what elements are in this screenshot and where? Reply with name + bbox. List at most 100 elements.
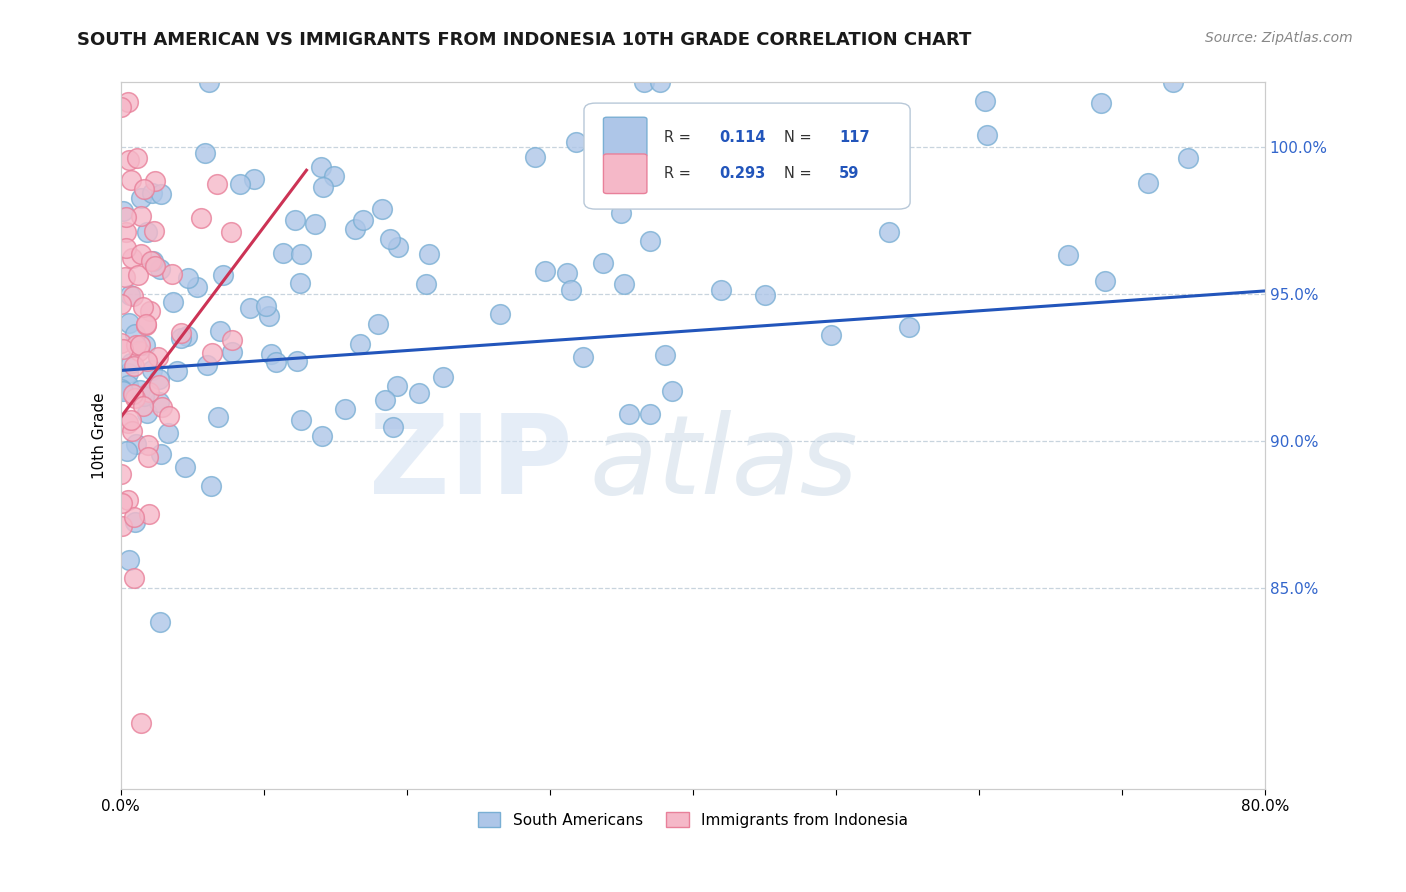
Point [110, 100, 132, 114]
Point [135, 406, 157, 420]
Point [633, 75, 655, 89]
Point [290, 413, 312, 427]
Point [142, 224, 165, 238]
Point [122, 509, 145, 524]
Point [162, 267, 184, 281]
Point [110, 335, 132, 350]
Point [157, 409, 180, 424]
Point [122, 359, 145, 373]
Point [489, 307, 512, 321]
Point [696, 174, 718, 188]
Point [125, 338, 148, 352]
Point [138, 385, 160, 400]
Point [524, 150, 547, 164]
Point [367, 317, 389, 331]
Point [117, 153, 139, 167]
Point [897, 320, 920, 334]
Point [343, 222, 366, 236]
Point [609, 205, 631, 219]
Point [170, 331, 193, 345]
Legend: South Americans, Immigrants from Indonesia: South Americans, Immigrants from Indones… [471, 805, 914, 834]
Point [170, 326, 193, 341]
Point [381, 419, 404, 434]
Point [564, 135, 586, 149]
Point [194, 145, 217, 160]
Point [710, 284, 733, 298]
Point [374, 392, 396, 407]
Point [432, 369, 454, 384]
Point [418, 247, 440, 261]
Point [129, 247, 152, 261]
Point [387, 240, 409, 254]
Point [120, 413, 142, 427]
FancyBboxPatch shape [583, 103, 910, 209]
Point [134, 338, 156, 352]
Point [371, 202, 394, 216]
Point [239, 301, 262, 316]
Point [124, 392, 146, 406]
Point [309, 160, 332, 174]
Text: ZIP: ZIP [370, 410, 572, 517]
Point [754, 288, 776, 302]
Point [162, 295, 184, 310]
Point [205, 177, 228, 191]
Point [221, 344, 243, 359]
Text: R =: R = [664, 129, 696, 145]
Point [229, 177, 252, 191]
Point [380, 232, 402, 246]
Point [533, 264, 555, 278]
Point [136, 225, 159, 239]
Point [111, 384, 134, 399]
Point [290, 246, 312, 260]
Point [118, 553, 141, 567]
Point [143, 174, 166, 188]
Point [737, 176, 759, 190]
Point [110, 296, 132, 310]
Point [141, 186, 163, 201]
Point [125, 437, 148, 451]
Point [1057, 248, 1080, 262]
Point [141, 253, 163, 268]
Point [122, 386, 145, 401]
Point [110, 382, 132, 396]
Text: atlas: atlas [589, 410, 858, 517]
Point [148, 350, 170, 364]
Point [208, 324, 231, 338]
Point [273, 246, 295, 260]
Point [408, 385, 430, 400]
Point [121, 424, 143, 438]
Point [1161, 75, 1184, 89]
Point [260, 347, 283, 361]
Point [132, 300, 155, 314]
Point [1177, 151, 1199, 165]
Point [654, 348, 676, 362]
Point [148, 377, 170, 392]
Point [606, 152, 628, 166]
Point [122, 571, 145, 585]
Point [148, 395, 170, 409]
Point [832, 125, 855, 139]
Point [186, 280, 208, 294]
Point [152, 401, 174, 415]
Point [131, 716, 153, 731]
Point [335, 402, 357, 417]
Point [127, 268, 149, 282]
Point [219, 225, 242, 239]
Point [120, 173, 142, 187]
Point [195, 358, 218, 372]
Point [131, 209, 153, 223]
Point [132, 400, 155, 414]
Text: 59: 59 [839, 166, 859, 181]
Point [117, 416, 139, 430]
Point [284, 213, 307, 227]
Point [117, 377, 139, 392]
Point [150, 186, 173, 201]
Point [650, 75, 672, 89]
Point [352, 212, 374, 227]
Point [120, 287, 142, 301]
Point [135, 353, 157, 368]
Point [136, 438, 159, 452]
Point [638, 180, 661, 194]
Point [149, 615, 172, 630]
Point [117, 366, 139, 380]
